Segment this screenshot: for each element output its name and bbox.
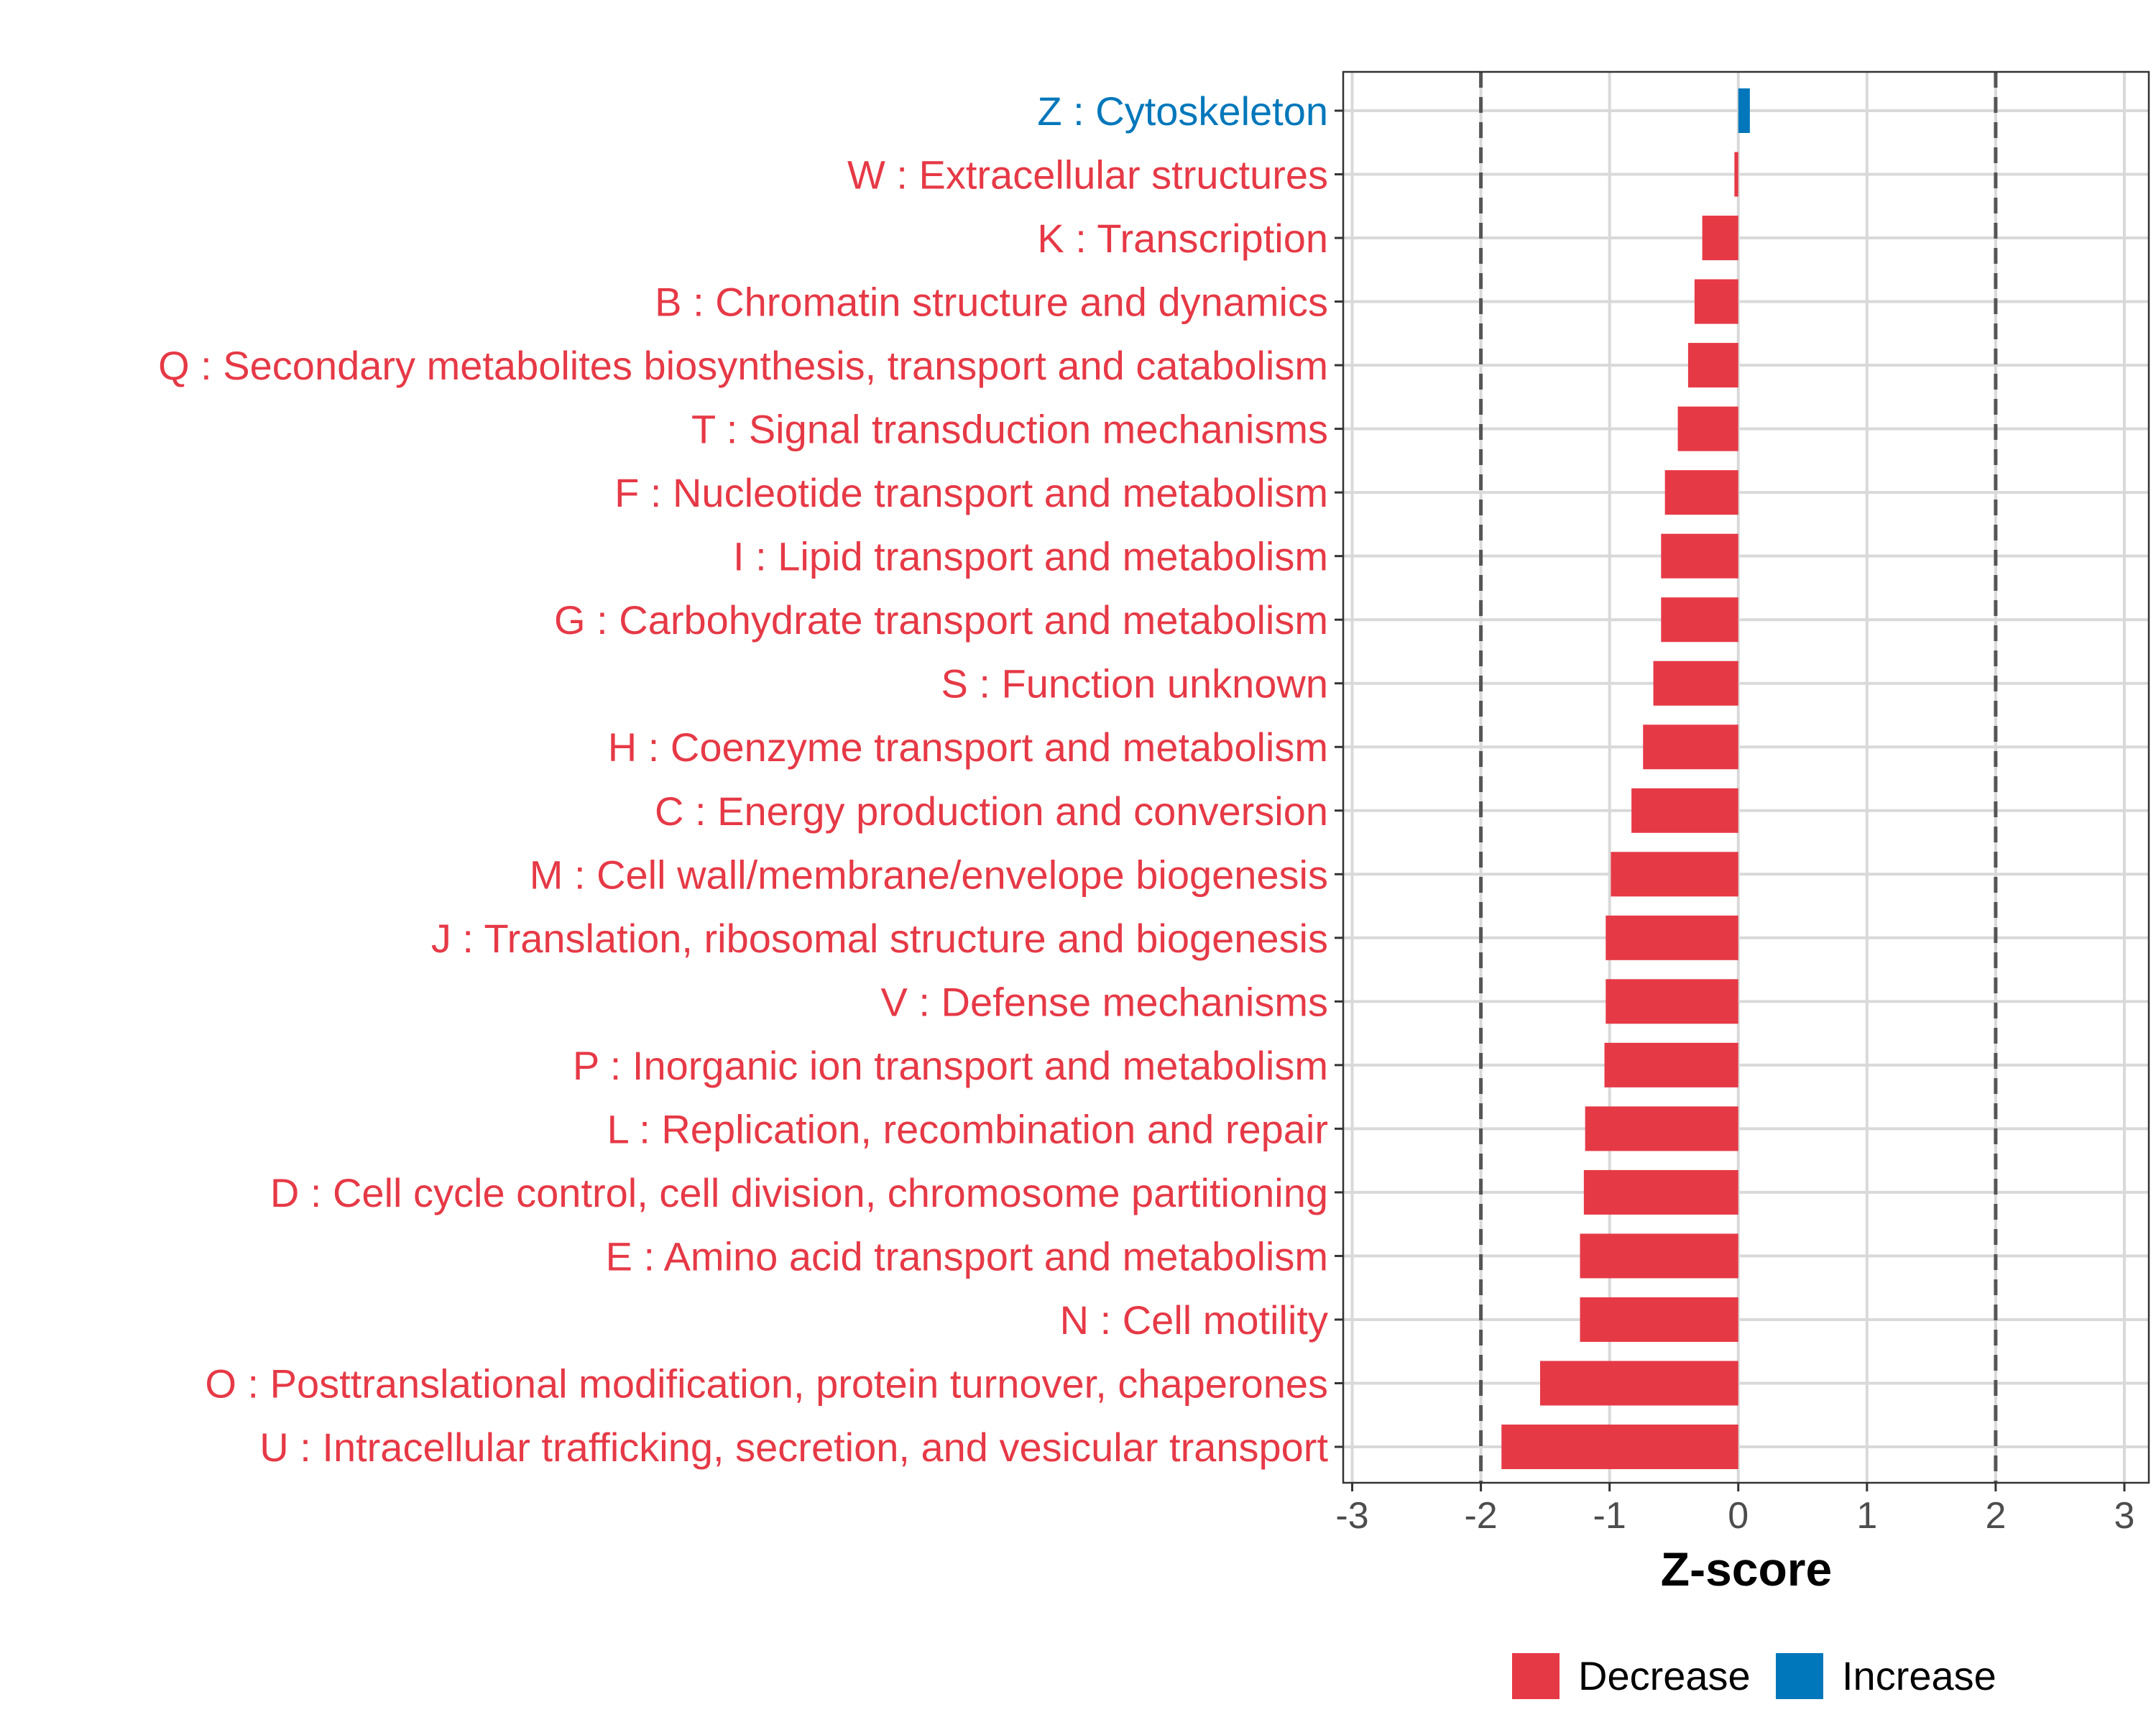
category-label: L : Replication, recombination and repai… bbox=[607, 1106, 1328, 1151]
category-label: V : Defense mechanisms bbox=[881, 979, 1328, 1024]
x-tick-label: 1 bbox=[1856, 1495, 1877, 1537]
category-label: I : Lipid transport and metabolism bbox=[733, 534, 1328, 579]
legend-label-decrease: Decrease bbox=[1578, 1653, 1751, 1698]
bar bbox=[1501, 1425, 1738, 1469]
category-label: S : Function unknown bbox=[941, 661, 1328, 707]
bar bbox=[1585, 1106, 1738, 1151]
category-label: D : Cell cycle control, cell division, c… bbox=[270, 1170, 1328, 1215]
bar bbox=[1687, 343, 1738, 388]
category-label: T : Signal transduction mechanisms bbox=[691, 407, 1328, 452]
grid-lines bbox=[1343, 72, 2149, 1483]
x-tick-label: 3 bbox=[2114, 1495, 2135, 1537]
bar bbox=[1661, 533, 1738, 579]
bar bbox=[1661, 597, 1738, 643]
bar bbox=[1580, 1233, 1738, 1279]
category-label: M : Cell wall/membrane/envelope biogenes… bbox=[530, 852, 1328, 897]
x-tick-label: 0 bbox=[1728, 1495, 1749, 1537]
bar bbox=[1583, 1169, 1738, 1215]
category-label: O : Posttranslational modification, prot… bbox=[205, 1361, 1328, 1406]
legend-label-increase: Increase bbox=[1842, 1653, 1996, 1698]
bar bbox=[1643, 724, 1738, 770]
plot-panel-border bbox=[1342, 70, 2150, 1484]
category-label: F : Nucleotide transport and metabolism bbox=[614, 470, 1328, 515]
x-axis-ticks: -3 -2 -1 0 1 2 3 bbox=[1335, 1483, 2134, 1537]
bar bbox=[1539, 1361, 1738, 1406]
bar bbox=[1604, 1042, 1738, 1087]
category-label: E : Amino acid transport and metabolism bbox=[606, 1233, 1328, 1279]
category-label: P : Inorganic ion transport and metaboli… bbox=[573, 1043, 1328, 1088]
bar bbox=[1653, 661, 1738, 706]
bars bbox=[1501, 88, 1750, 1469]
category-label: W : Extracellular structures bbox=[847, 152, 1328, 198]
bar bbox=[1677, 406, 1738, 451]
bar bbox=[1664, 470, 1738, 515]
legend-swatch-increase bbox=[1776, 1653, 1823, 1699]
legend-swatch-decrease bbox=[1512, 1653, 1560, 1699]
bar bbox=[1734, 152, 1738, 197]
x-tick-label: -2 bbox=[1464, 1495, 1497, 1537]
category-label: N : Cell motility bbox=[1060, 1297, 1328, 1343]
category-label: Q : Secondary metabolites biosynthesis, … bbox=[158, 343, 1328, 388]
bar bbox=[1606, 915, 1738, 960]
category-label: J : Translation, ribosomal structure and… bbox=[431, 916, 1328, 961]
category-label: K : Transcription bbox=[1037, 216, 1328, 261]
legend: Decrease Increase bbox=[1512, 1653, 1996, 1699]
category-labels: Z : Cytoskeleton W : Extracellular struct… bbox=[158, 88, 1343, 1470]
bar bbox=[1611, 852, 1738, 897]
x-tick-label: 2 bbox=[1985, 1495, 2006, 1537]
reference-lines bbox=[1479, 72, 1998, 1483]
x-tick-label: -1 bbox=[1593, 1495, 1626, 1537]
x-axis-title: Z-score bbox=[1661, 1542, 1832, 1596]
x-tick-label: -3 bbox=[1335, 1495, 1368, 1537]
bar bbox=[1580, 1297, 1738, 1342]
category-label: G : Carbohydrate transport and metabolis… bbox=[554, 597, 1328, 643]
bar bbox=[1694, 279, 1738, 324]
category-label: U : Intracellular trafficking, secretion… bbox=[259, 1425, 1328, 1470]
category-label: B : Chromatin structure and dynamics bbox=[655, 280, 1328, 325]
bar bbox=[1702, 216, 1738, 261]
category-label: C : Energy production and conversion bbox=[655, 788, 1328, 834]
bar bbox=[1606, 979, 1738, 1024]
bar bbox=[1631, 788, 1738, 833]
category-label: H : Coenzyme transport and metabolism bbox=[608, 724, 1328, 770]
bar bbox=[1738, 88, 1750, 133]
category-label: Z : Cytoskeleton bbox=[1037, 88, 1328, 134]
